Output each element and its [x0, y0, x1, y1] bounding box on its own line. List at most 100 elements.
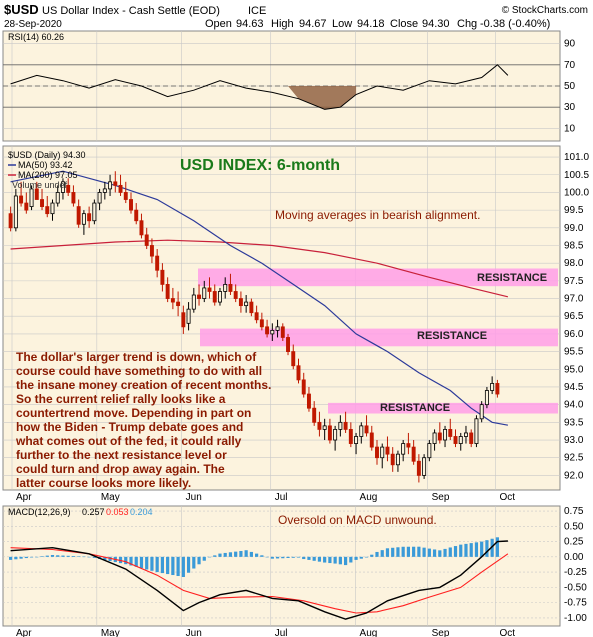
macd-tick-label: -0.75: [564, 598, 587, 609]
price-tick-label: 92.5: [564, 453, 584, 464]
candle-body: [416, 460, 421, 476]
macd-tick-label: 0.00: [564, 552, 584, 563]
candle-body: [71, 192, 76, 204]
macd-histogram-bar: [155, 556, 159, 573]
price-tick-label: 96.5: [564, 311, 584, 322]
macd-line: [10, 540, 508, 620]
macd-histogram-bar: [145, 556, 149, 570]
price-tick-label: 101.0: [564, 152, 589, 163]
macd-histogram-bar: [202, 556, 206, 561]
price-tick-label: 95.0: [564, 364, 584, 375]
macd-histogram-bar: [417, 546, 421, 557]
candle-body: [479, 404, 484, 420]
candle-body: [139, 220, 144, 236]
candle-body: [338, 421, 343, 430]
candle-body: [490, 383, 495, 391]
macd-histogram-bar: [118, 556, 123, 564]
x-tick-label: Sep: [432, 628, 450, 637]
macd-histogram-bar: [432, 549, 437, 557]
macd-histogram-bar: [92, 556, 96, 558]
macd-histogram-bar: [129, 556, 133, 566]
macd-histogram-bar: [19, 556, 23, 559]
candle-body: [238, 298, 243, 307]
macd-histogram-bar: [453, 546, 458, 557]
x-tick-label: Jul: [275, 628, 288, 637]
candle-body: [24, 202, 29, 211]
price-tick-label: 93.0: [564, 435, 584, 446]
ma-note: Moving averages in bearish alignment.: [275, 208, 480, 222]
macd-histogram-bar: [412, 546, 416, 557]
macd-histogram-bar: [396, 547, 400, 557]
macd-panel: [2, 505, 561, 627]
ohlc-open-label: Open: [205, 18, 232, 30]
price-legend-title: $USD (Daily) 94.30: [8, 150, 86, 160]
x-tick-label: Apr: [16, 628, 32, 637]
candle-body: [280, 326, 285, 338]
macd-histogram-bar: [66, 555, 70, 557]
candle-body: [212, 291, 217, 303]
ohlc-close-label: Close: [390, 18, 418, 30]
candle-body: [484, 390, 489, 406]
candle-body: [343, 421, 348, 430]
candle-body: [427, 443, 432, 459]
candle-body: [406, 443, 411, 448]
macd-histogram-bar: [474, 542, 479, 557]
candle-body: [186, 308, 191, 324]
macd-histogram-bar: [354, 556, 358, 560]
macd-legend-macd: 0.257: [82, 507, 105, 517]
macd-histogram-bar: [281, 556, 285, 559]
rsi-tick-label: 30: [564, 102, 576, 113]
macd-tick-label: 0.50: [564, 521, 584, 532]
candle-body: [390, 453, 395, 466]
rsi-tick-label: 70: [564, 60, 576, 71]
candle-body: [385, 446, 390, 455]
macd-histogram-bar: [443, 548, 447, 557]
candle-body: [207, 287, 212, 292]
candle-body: [134, 209, 139, 222]
candle-body: [401, 443, 406, 455]
macd-histogram-bar: [255, 553, 259, 557]
candle-body: [464, 432, 468, 437]
candle-body: [87, 213, 92, 222]
chart-exchange: ICE: [248, 5, 266, 17]
ma50-layer: [10, 170, 509, 426]
macd-histogram-bar: [338, 556, 342, 565]
macd-histogram-bar: [359, 556, 363, 559]
candle-body: [327, 425, 332, 441]
macd-histogram-bar: [61, 555, 65, 557]
candle-body: [165, 283, 170, 299]
macd-histogram-bar: [150, 556, 154, 571]
price-tick-label: 100.5: [564, 170, 589, 181]
candle-body: [375, 446, 379, 459]
x-tick-label: Aug: [360, 492, 378, 503]
macd-histogram-bar: [40, 556, 44, 557]
candle-body: [306, 393, 311, 409]
macd-histogram-bar: [490, 538, 494, 557]
macd-histogram-bar: [469, 543, 473, 557]
macd-legend-prefix: MACD(12,26,9): [8, 507, 71, 517]
macd-histogram-bar: [71, 556, 76, 557]
macd-histogram-bar: [124, 556, 128, 565]
candle-body: [50, 202, 55, 215]
ohlc-chg: -0.38 (-0.40%): [480, 18, 550, 30]
chart-name: US Dollar Index - Cash Settle (EOD): [42, 5, 220, 17]
macd-histogram-bar: [192, 556, 196, 569]
candle-body: [170, 298, 175, 303]
macd-histogram-bar: [166, 556, 170, 575]
macd-tick-label: 0.75: [564, 506, 584, 517]
chart-title: USD INDEX: 6-month: [180, 157, 340, 174]
candle-body: [176, 301, 181, 307]
candle-body: [249, 301, 254, 314]
macd-histogram-bar: [207, 556, 212, 558]
macd-histogram-bar: [323, 556, 327, 563]
macd-histogram-bar: [495, 537, 499, 557]
candle-body: [443, 429, 448, 441]
price-tick-label: 97.0: [564, 294, 584, 305]
chart-credit: © StockCharts.com: [502, 5, 588, 16]
price-tick-label: 99.0: [564, 223, 584, 234]
chart-symbol: $USD: [4, 2, 39, 17]
candle-body: [244, 301, 249, 307]
x-tick-label: May: [101, 492, 120, 503]
candle-body: [19, 195, 24, 204]
